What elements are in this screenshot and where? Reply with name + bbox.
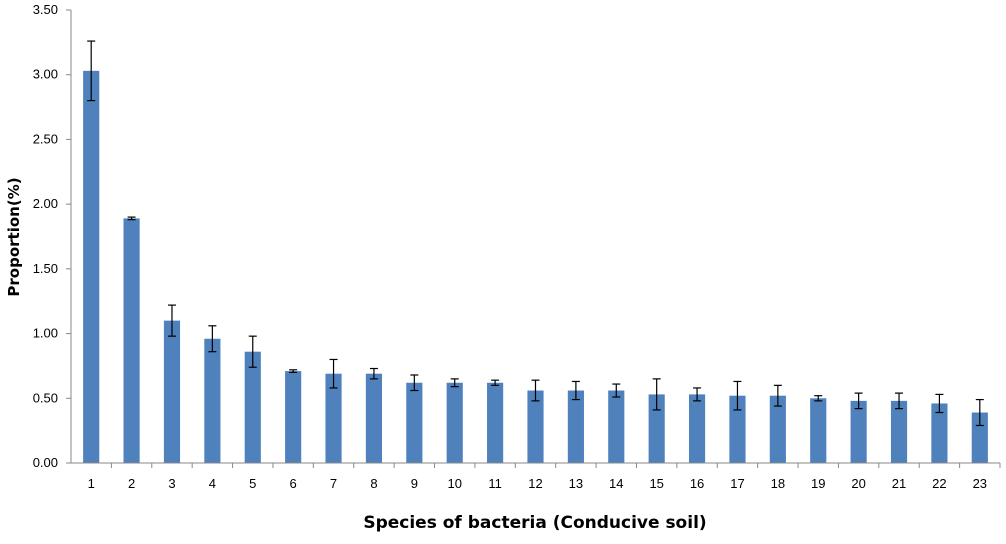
- bar: [446, 382, 463, 463]
- y-tick-label: 0.50: [33, 390, 58, 405]
- bar: [729, 395, 746, 463]
- bar: [769, 395, 786, 463]
- x-tick-label: 11: [488, 476, 502, 491]
- bar: [244, 351, 261, 463]
- x-tick-label: 1: [88, 476, 95, 491]
- bar: [688, 394, 706, 463]
- x-tick-label: 6: [290, 476, 297, 491]
- bar: [608, 390, 625, 463]
- bar: [204, 338, 221, 463]
- y-tick-label: 0.00: [33, 455, 58, 470]
- x-tick-label: 9: [411, 476, 418, 491]
- x-axis-title: Species of bacteria (Conducive soil): [363, 513, 706, 533]
- bars-group: [83, 70, 988, 464]
- y-tick-label: 2.00: [33, 196, 58, 211]
- x-tick-label: 5: [249, 476, 256, 491]
- bar: [567, 390, 584, 463]
- x-tick-label: 17: [730, 476, 744, 491]
- x-tick-label: 23: [973, 476, 987, 491]
- bar: [123, 218, 140, 463]
- x-tick-label: 18: [771, 476, 785, 491]
- x-tick-label: 16: [690, 476, 704, 491]
- x-tick-label: 8: [370, 476, 377, 491]
- bar: [850, 400, 867, 463]
- x-tick-label: 22: [932, 476, 946, 491]
- x-tick-label: 3: [168, 476, 175, 491]
- bar: [406, 382, 423, 463]
- bar: [890, 400, 908, 463]
- bar: [163, 320, 181, 463]
- x-tick-label: 10: [447, 476, 461, 491]
- x-tick-label: 13: [569, 476, 583, 491]
- bar: [285, 371, 302, 463]
- y-tick-label: 1.00: [33, 326, 58, 341]
- bar: [648, 394, 665, 463]
- x-tick-label: 21: [892, 476, 906, 491]
- x-tick-label: 20: [851, 476, 865, 491]
- bar: [487, 382, 504, 463]
- x-tick-label: 12: [528, 476, 542, 491]
- x-tick-label: 4: [209, 476, 216, 491]
- bar: [931, 403, 948, 463]
- x-axis-ticks: 1 2 3 4 5 6 7 8 9 10 11 12 13 14 15 16 17 18 19 20 21 22 23: [88, 463, 1001, 491]
- error-bars-group: [87, 40, 984, 427]
- y-tick-label: 1.50: [33, 261, 58, 276]
- bar: [325, 373, 342, 463]
- bar: [971, 412, 988, 463]
- y-tick-label: 3.00: [33, 67, 58, 82]
- y-tick-label: 2.50: [33, 131, 58, 146]
- x-tick-label: 2: [128, 476, 135, 491]
- x-tick-label: 7: [330, 476, 337, 491]
- bar: [527, 390, 544, 463]
- y-axis-title: Proportion(%): [5, 177, 23, 296]
- x-tick-label: 15: [649, 476, 663, 491]
- y-axis-ticks: 0.00 0.50 1.00 1.50 2.00 2.50 3.00 3.50: [33, 2, 71, 470]
- x-tick-label: 14: [609, 476, 623, 491]
- bar: [365, 373, 383, 463]
- bar: [83, 70, 100, 464]
- bar: [810, 398, 827, 463]
- y-tick-label: 3.50: [33, 2, 58, 17]
- x-tick-label: 19: [811, 476, 825, 491]
